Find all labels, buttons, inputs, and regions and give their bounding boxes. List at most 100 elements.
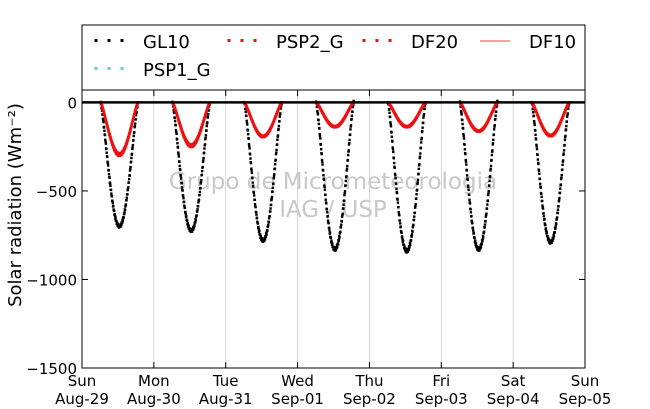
data-point [352, 99, 355, 103]
data-point [107, 128, 110, 131]
data-point [325, 202, 328, 205]
data-point [479, 246, 483, 249]
data-point [543, 218, 546, 221]
data-point [178, 121, 181, 125]
data-point [206, 106, 209, 110]
data-point [205, 124, 208, 128]
data-point [318, 135, 322, 138]
x-tick-label-date: Sep-02 [343, 390, 396, 408]
data-point [205, 109, 208, 113]
data-point [346, 164, 349, 168]
data-point [561, 163, 564, 167]
data-point [555, 216, 559, 219]
data-point [472, 231, 475, 234]
data-point [193, 222, 197, 225]
data-point [481, 239, 484, 243]
data-point [113, 214, 117, 218]
data-point [129, 160, 133, 164]
data-point [343, 192, 346, 195]
data-point [174, 128, 178, 132]
data-point [255, 213, 258, 216]
data-point [488, 175, 492, 178]
data-point [131, 117, 135, 120]
data-point [422, 112, 426, 116]
data-point [122, 216, 125, 219]
data-point [245, 121, 249, 125]
watermark-line: IAG / USP [279, 197, 387, 223]
data-point [542, 215, 546, 218]
data-point [342, 207, 345, 210]
data-point [316, 109, 319, 113]
data-point [264, 234, 268, 238]
data-point [541, 207, 545, 210]
data-point [490, 150, 494, 153]
data-point [315, 105, 319, 108]
data-point [493, 124, 496, 127]
data-point [418, 155, 422, 158]
data-point [536, 158, 540, 161]
data-point [255, 216, 259, 219]
data-point [119, 225, 122, 228]
data-point [328, 229, 331, 232]
data-point [321, 169, 325, 172]
legend-swatch [388, 39, 392, 42]
x-tick-label-date: Aug-29 [55, 390, 109, 408]
data-point [110, 195, 114, 198]
data-point [177, 155, 181, 158]
data-point [463, 148, 467, 151]
data-point [401, 237, 404, 241]
data-point [403, 245, 406, 248]
data-point [110, 141, 114, 144]
legend-item-psp2-g: PSP2_G [227, 32, 344, 53]
data-point [492, 128, 496, 131]
data-point [554, 225, 557, 228]
data-point [177, 120, 181, 123]
data-point [272, 177, 275, 180]
data-point [319, 143, 323, 146]
data-point [198, 190, 202, 194]
data-point [556, 208, 560, 211]
data-point [415, 188, 419, 192]
data-point [180, 127, 183, 130]
data-point [330, 239, 333, 242]
data-point [461, 118, 464, 122]
data-point [108, 182, 112, 185]
data-point [206, 113, 210, 116]
data-point [131, 121, 134, 124]
data-point [485, 207, 489, 210]
data-point [341, 212, 344, 215]
data-point [250, 169, 253, 172]
data-point [532, 114, 536, 118]
legend-swatch [94, 39, 98, 42]
data-point [277, 108, 280, 111]
data-point [172, 108, 175, 112]
data-point [125, 199, 128, 202]
data-point [327, 226, 331, 229]
data-point [186, 222, 189, 225]
legend: GL10 PSP2_G DF20 DF10 PSP1_G [81, 24, 586, 91]
legend-swatch [94, 67, 98, 70]
data-point [485, 212, 488, 215]
data-point [561, 159, 565, 162]
data-point [272, 175, 276, 178]
data-point [182, 200, 186, 204]
data-point [340, 220, 344, 223]
data-point [103, 129, 106, 133]
data-point [173, 107, 177, 110]
data-point [471, 229, 475, 232]
data-point [474, 243, 477, 247]
data-point [544, 229, 548, 233]
data-point [106, 162, 110, 165]
data-point [564, 128, 568, 131]
data-point [104, 138, 107, 142]
data-point [346, 153, 350, 157]
data-point [106, 127, 110, 130]
data-point [123, 208, 127, 212]
data-point [196, 210, 199, 213]
data-point [185, 219, 189, 222]
data-point [535, 147, 539, 151]
data-point [127, 186, 130, 189]
data-point [416, 182, 419, 186]
data-point [547, 236, 550, 240]
